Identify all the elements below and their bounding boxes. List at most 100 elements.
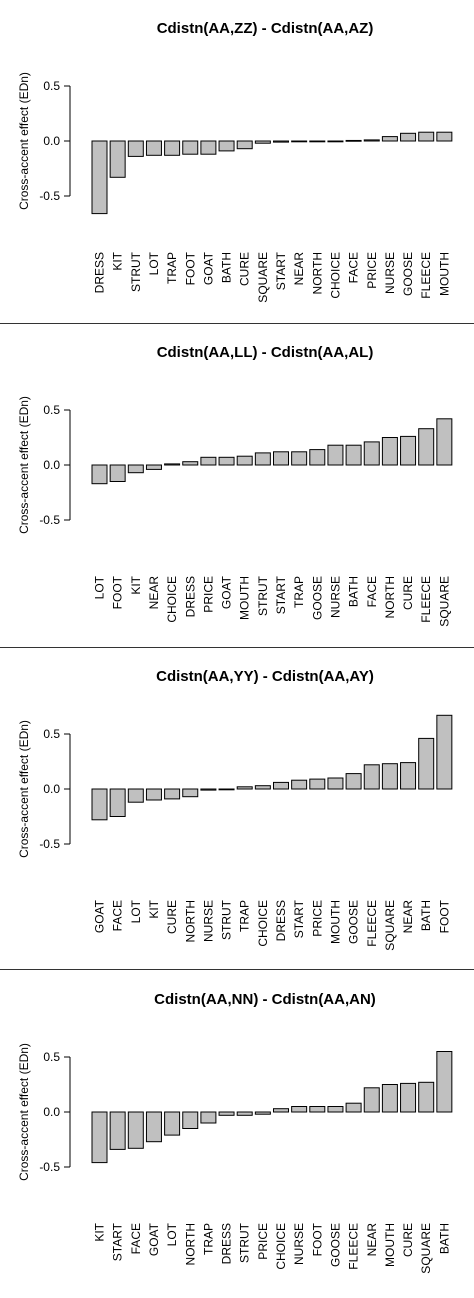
category-label: CHOICE bbox=[328, 252, 342, 299]
bar-lot bbox=[127, 788, 144, 803]
chart-title: Cdistn(AA,ZZ) - Cdistn(AA,AZ) bbox=[157, 20, 374, 37]
panel-divider-1 bbox=[0, 323, 474, 324]
category-label: LOT bbox=[93, 575, 107, 599]
category-label: FLEECE bbox=[419, 252, 433, 299]
category-label: SQUARE bbox=[383, 900, 397, 951]
bar-chart-4: Cdistn(AA,NN) - Cdistn(AA,AN) Cross-accen… bbox=[17, 991, 453, 1274]
bar-price bbox=[363, 139, 380, 142]
category-label: FOOT bbox=[310, 1222, 324, 1256]
chart-title: Cdistn(AA,LL) - Cdistn(AA,AL) bbox=[157, 344, 374, 361]
category-label: BATH bbox=[419, 900, 433, 931]
bar-kit bbox=[145, 788, 162, 801]
y-tick-label: -0.5 bbox=[39, 837, 60, 851]
bar-strut bbox=[218, 788, 235, 791]
bar-price bbox=[200, 456, 217, 466]
bar-choice bbox=[327, 140, 344, 143]
bar-face bbox=[127, 1111, 144, 1149]
category-label: DRESS bbox=[274, 900, 288, 941]
panel-divider-2 bbox=[0, 647, 474, 648]
bar-goat bbox=[218, 456, 235, 466]
y-tick-label: 0.0 bbox=[43, 458, 60, 472]
category-label: SQUARE bbox=[437, 576, 451, 627]
y-tick-label: -0.5 bbox=[39, 513, 60, 527]
category-label: NURSE bbox=[383, 252, 397, 294]
category-label: GOAT bbox=[220, 575, 234, 609]
category-label: NORTH bbox=[183, 1223, 197, 1265]
bar-choice bbox=[273, 1108, 289, 1113]
bar-kit bbox=[91, 1111, 108, 1164]
bar-near bbox=[291, 140, 308, 143]
y-tick-label: 0.5 bbox=[43, 79, 60, 93]
category-label: START bbox=[111, 1222, 125, 1261]
bar-trap bbox=[164, 140, 181, 156]
bar-kit bbox=[109, 140, 126, 178]
bar-nurse bbox=[327, 444, 344, 466]
category-label: FACE bbox=[365, 576, 379, 607]
y-axis-label: Cross-accent effect (EDn) bbox=[17, 720, 31, 858]
category-label: GOOSE bbox=[328, 1223, 342, 1267]
bar-cure bbox=[236, 140, 253, 150]
bar-dress bbox=[273, 781, 289, 790]
bar-start bbox=[273, 451, 289, 466]
bar-dress bbox=[91, 140, 108, 215]
category-label: GOOSE bbox=[347, 900, 361, 944]
category-label: CHOICE bbox=[256, 900, 270, 947]
category-label: START bbox=[274, 575, 288, 614]
category-label: TRAP bbox=[201, 1223, 215, 1255]
bar-chart-2: Cdistn(AA,LL) - Cdistn(AA,AL) Cross-accen… bbox=[17, 344, 453, 627]
bar-mouth bbox=[327, 777, 344, 790]
category-label: MOUTH bbox=[383, 1223, 397, 1267]
bar-chart-3: Cdistn(AA,YY) - Cdistn(AA,AY) Cross-accen… bbox=[17, 668, 453, 951]
bar-bath bbox=[418, 737, 435, 790]
bar-goose bbox=[400, 132, 417, 142]
y-tick-label: 0.0 bbox=[43, 1105, 60, 1119]
category-label: PRICE bbox=[310, 900, 324, 937]
bar-goat bbox=[91, 788, 108, 821]
bar-goat bbox=[200, 140, 217, 155]
category-label: CURE bbox=[238, 252, 252, 286]
category-label: LOT bbox=[165, 1222, 179, 1246]
category-label: CHOICE bbox=[274, 1223, 288, 1270]
category-label: BATH bbox=[347, 576, 361, 607]
bar-choice bbox=[254, 785, 271, 790]
category-label: NURSE bbox=[292, 1223, 306, 1265]
bar-square bbox=[381, 763, 398, 790]
category-label: KIT bbox=[129, 575, 143, 594]
category-label: FOOT bbox=[437, 899, 451, 933]
bar-choice bbox=[164, 463, 181, 466]
bar-north bbox=[182, 788, 199, 798]
bar-foot bbox=[109, 464, 126, 482]
y-axis-label: Cross-accent effect (EDn) bbox=[17, 72, 31, 210]
bar-square bbox=[254, 140, 271, 144]
bar-fleece bbox=[418, 131, 435, 142]
y-tick-label: 0.0 bbox=[43, 782, 60, 796]
bar-strut bbox=[127, 140, 144, 157]
bar-price bbox=[309, 778, 326, 790]
category-label: BATH bbox=[437, 1223, 451, 1254]
y-axis-label: Cross-accent effect (EDn) bbox=[17, 1043, 31, 1181]
category-label: GOAT bbox=[201, 251, 215, 285]
bar-goat bbox=[145, 1111, 162, 1143]
bar-strut bbox=[236, 1111, 253, 1116]
bar-bath bbox=[218, 140, 235, 152]
bar-mouth bbox=[236, 455, 253, 466]
bar-nurse bbox=[200, 788, 217, 791]
category-label: SQUARE bbox=[419, 1223, 433, 1274]
category-label: TRAP bbox=[238, 900, 252, 932]
bar-nurse bbox=[381, 136, 398, 142]
bar-trap bbox=[200, 1111, 217, 1124]
bar-goose bbox=[309, 449, 326, 466]
bar-near bbox=[363, 1087, 380, 1113]
category-label: FACE bbox=[129, 1223, 143, 1254]
bar-north bbox=[182, 1111, 199, 1129]
category-label: STRUT bbox=[220, 899, 234, 940]
bar-foot bbox=[182, 140, 199, 155]
category-label: KIT bbox=[93, 1222, 107, 1241]
category-label: TRAP bbox=[165, 252, 179, 284]
category-label: NEAR bbox=[147, 576, 161, 610]
bar-cure bbox=[164, 788, 181, 800]
category-label: FLEECE bbox=[419, 576, 433, 623]
bar-fleece bbox=[363, 764, 380, 790]
chart-panel-2: Cdistn(AA,LL) - Cdistn(AA,AL) Cross-accen… bbox=[0, 324, 474, 646]
category-label: START bbox=[274, 251, 288, 290]
